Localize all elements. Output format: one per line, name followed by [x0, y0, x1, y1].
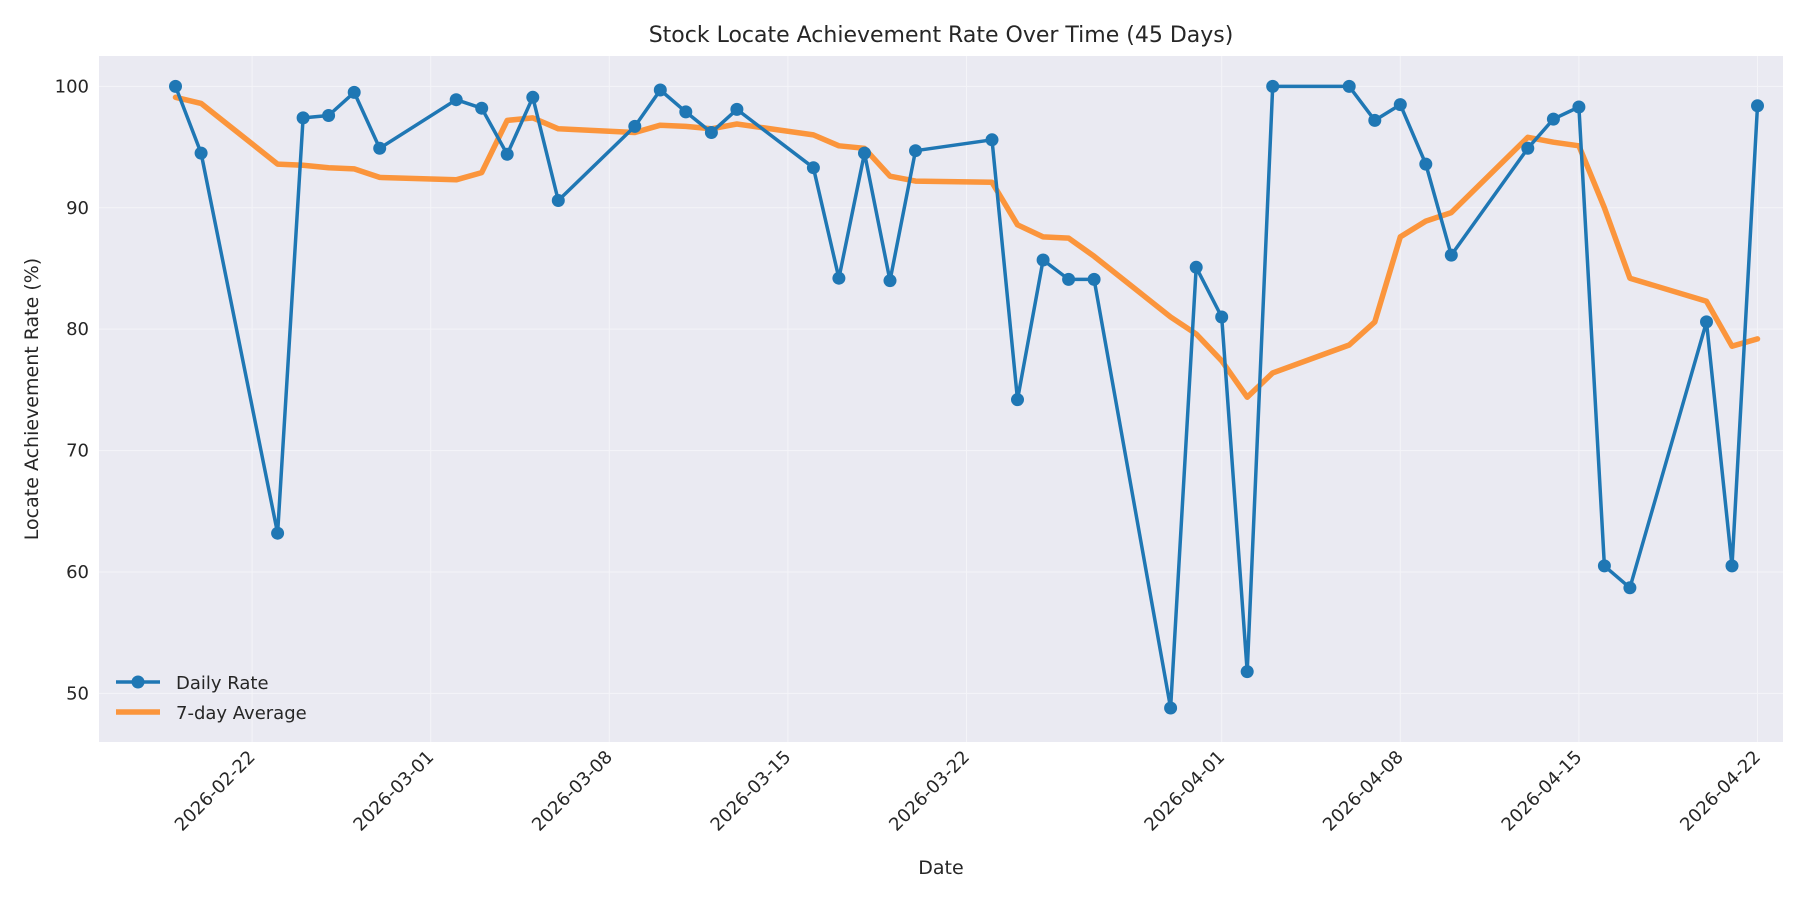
- legend: Daily Rate 7-day Average: [116, 673, 307, 724]
- daily-point: [271, 526, 285, 540]
- daily-point: [1087, 272, 1101, 286]
- daily-point: [449, 93, 463, 107]
- x-tick-label: 2026-03-22: [885, 747, 974, 836]
- x-tick-label: 2026-04-15: [1498, 747, 1587, 836]
- daily-point: [1342, 79, 1356, 93]
- x-tick-label: 2026-03-01: [349, 747, 438, 836]
- daily-point: [373, 141, 387, 155]
- daily-point: [1011, 393, 1024, 407]
- daily-point: [883, 274, 897, 288]
- daily-point: [1444, 248, 1458, 262]
- x-tick-label: 2026-04-01: [1140, 747, 1229, 836]
- daily-point: [475, 101, 489, 115]
- x-tick-label: 2026-04-08: [1319, 747, 1408, 836]
- legend-daily-label: Daily Rate: [176, 673, 269, 694]
- y-tick-label: 90: [66, 198, 89, 219]
- daily-point: [1597, 559, 1611, 573]
- daily-point: [628, 119, 642, 133]
- series-layer: [169, 79, 1764, 715]
- x-tick-label: 2026-04-22: [1676, 747, 1765, 836]
- daily-point: [296, 111, 310, 125]
- daily-point: [679, 105, 693, 119]
- daily-point: [1751, 99, 1764, 113]
- daily-point: [322, 109, 336, 122]
- legend-average-label: 7-day Average: [176, 703, 307, 724]
- daily-point: [1419, 157, 1433, 171]
- y-tick-label: 60: [66, 562, 89, 583]
- daily-point: [194, 146, 208, 160]
- daily-point: [526, 90, 540, 104]
- daily-point: [1240, 665, 1254, 679]
- daily-point: [1725, 559, 1739, 573]
- daily-point: [1700, 315, 1713, 329]
- daily-point: [1546, 112, 1560, 126]
- daily-point: [1266, 79, 1280, 93]
- x-axis-label: Date: [918, 857, 963, 879]
- daily-point: [1189, 260, 1203, 274]
- y-tick-labels: 50 60 70 80 90 100: [55, 76, 89, 704]
- x-tick-labels: 2026-02-22 2026-03-01 2026-03-08 2026-03-15…: [171, 747, 1765, 836]
- daily-point: [985, 133, 999, 147]
- daily-point: [1393, 98, 1407, 112]
- legend-daily-marker: [131, 675, 145, 689]
- daily-point: [551, 194, 565, 207]
- daily-point: [1215, 310, 1229, 324]
- daily-point: [169, 79, 182, 93]
- y-tick-label: 80: [66, 319, 89, 340]
- daily-point: [909, 144, 922, 158]
- daily-point: [1521, 141, 1535, 155]
- daily-point: [653, 83, 667, 97]
- daily-point: [832, 271, 846, 285]
- x-tick-label: 2026-02-22: [171, 747, 260, 836]
- daily-point: [347, 85, 361, 99]
- daily-point: [1368, 113, 1382, 127]
- y-axis-label: Locate Achievement Rate (%): [21, 258, 43, 540]
- y-tick-label: 70: [66, 441, 89, 462]
- daily-point: [1164, 701, 1178, 715]
- chart-title: Stock Locate Achievement Rate Over Time …: [649, 23, 1234, 48]
- daily-point: [1036, 253, 1050, 267]
- x-tick-label: 2026-03-08: [528, 747, 617, 836]
- daily-point: [704, 126, 718, 139]
- grid-lines: [99, 56, 1783, 742]
- daily-point: [1623, 581, 1637, 595]
- daily-point: [858, 146, 871, 160]
- daily-point: [1062, 272, 1076, 286]
- plot-background: [99, 56, 1783, 742]
- x-tick-label: 2026-03-15: [707, 747, 796, 836]
- daily-point: [500, 147, 514, 161]
- y-tick-label: 100: [55, 76, 89, 97]
- daily-point: [1572, 100, 1586, 114]
- y-tick-label: 50: [66, 683, 89, 704]
- daily-point: [730, 102, 744, 116]
- daily-point: [806, 161, 820, 175]
- average-series-line: [172, 94, 1761, 400]
